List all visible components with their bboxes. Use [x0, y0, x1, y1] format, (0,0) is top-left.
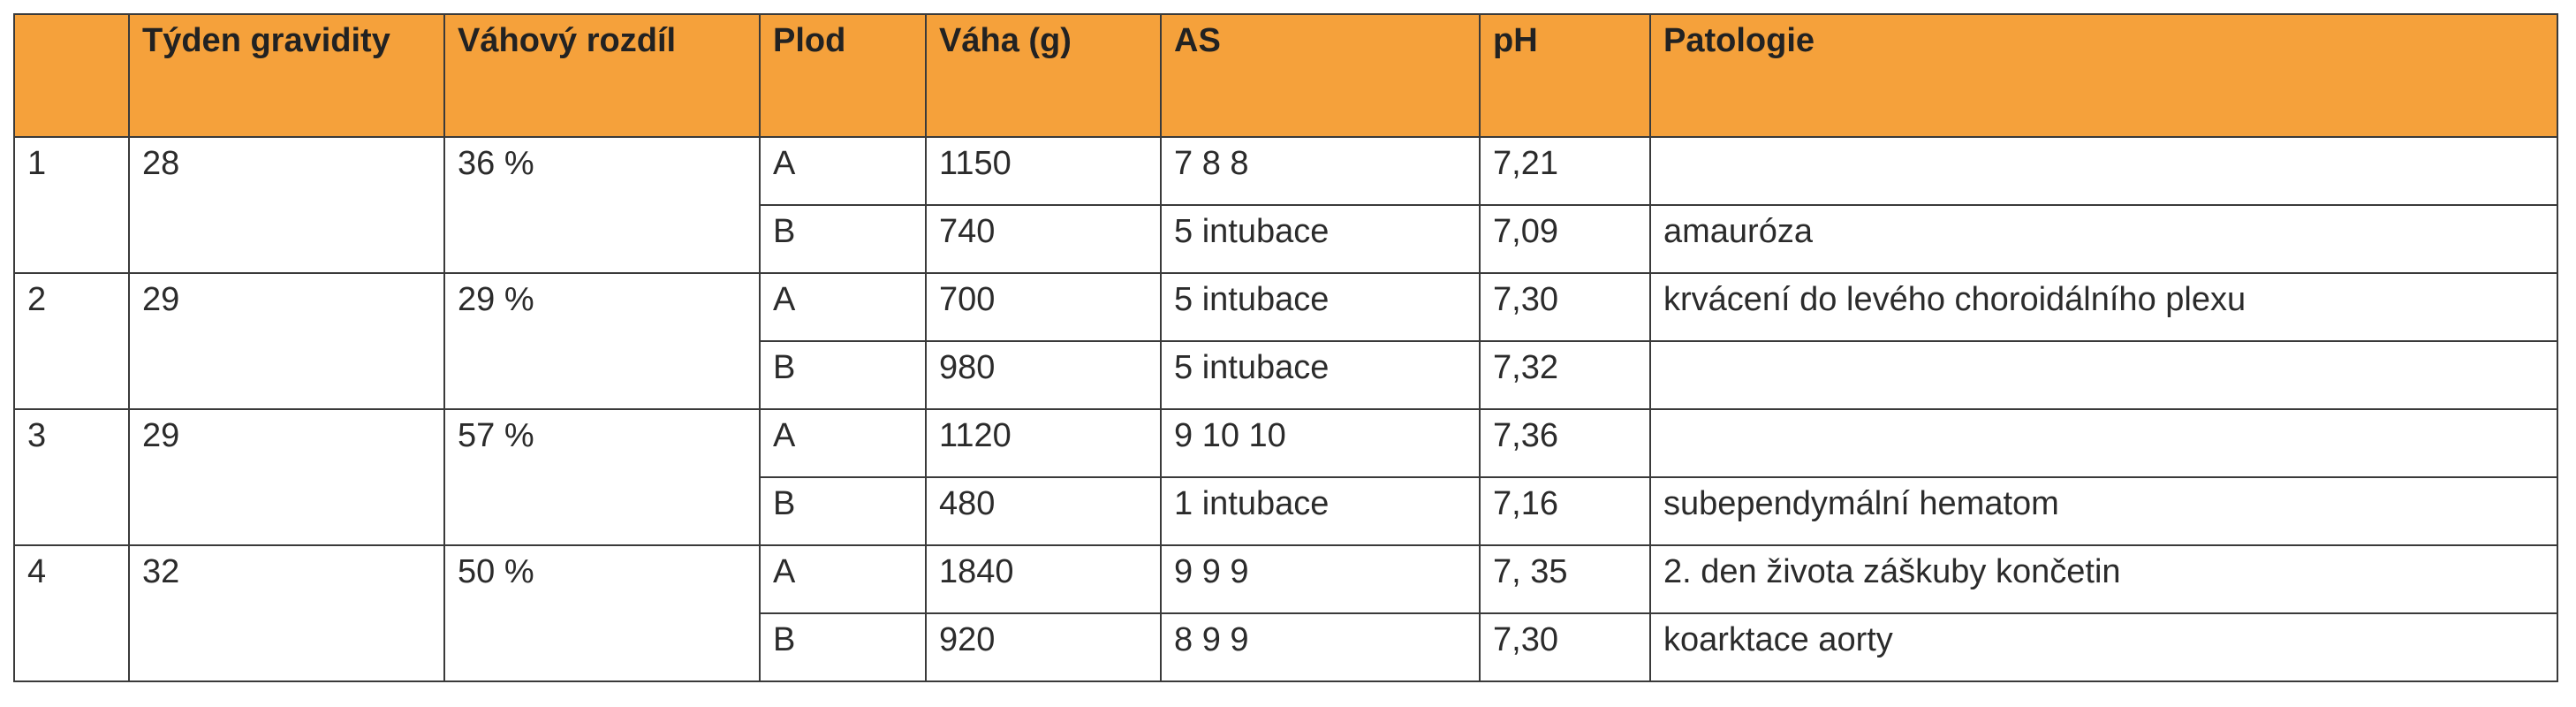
gestation-week: 28 [128, 136, 445, 274]
apgar-score: 5 intubace [1160, 204, 1481, 274]
fetus: B [759, 612, 927, 682]
table-row: B 980 5 intubace 7,32 [14, 340, 2558, 410]
header-cell: Patologie [1649, 13, 2558, 138]
apgar-score: 7 8 8 [1160, 136, 1481, 206]
pathology: 2. den života záškuby končetin [1649, 544, 2558, 614]
fetus: A [759, 544, 927, 614]
apgar-score: 8 9 9 [1160, 612, 1481, 682]
ph: 7,32 [1479, 340, 1651, 410]
apgar-score: 9 10 10 [1160, 408, 1481, 478]
weight: 480 [925, 476, 1162, 546]
apgar-score: 1 intubace [1160, 476, 1481, 546]
fetus: A [759, 408, 927, 478]
weight-difference: 50 % [443, 544, 761, 682]
pathology [1649, 340, 2558, 410]
weight: 740 [925, 204, 1162, 274]
header-cell: Váha (g) [925, 13, 1162, 138]
pathology: koarktace aorty [1649, 612, 2558, 682]
case-number: 4 [13, 544, 130, 682]
weight-difference: 36 % [443, 136, 761, 274]
ph: 7,30 [1479, 612, 1651, 682]
table-row: B 740 5 intubace 7,09 amauróza [14, 204, 2558, 274]
pathology: krvácení do levého choroidálního plexu [1649, 272, 2558, 342]
table-body: 1 28 36 % A 1150 7 8 8 7,21 B 740 5 intubace 7,09 a… [13, 136, 2558, 682]
pathology [1649, 408, 2558, 478]
pathology: subependymální hematom [1649, 476, 2558, 546]
fetus: B [759, 476, 927, 546]
gestation-week: 29 [128, 272, 445, 410]
table-row: 4 32 50 % A 1840 9 9 9 7, 35 2. den života zášk… [13, 544, 2558, 682]
table-row: 2 29 29 % A 700 5 intubace 7,30 krvácení do lev… [13, 272, 2558, 410]
table-row: B 920 8 9 9 7,30 koarktace aorty [14, 612, 2558, 682]
ph: 7,16 [1479, 476, 1651, 546]
fetus: B [759, 204, 927, 274]
apgar-score: 9 9 9 [1160, 544, 1481, 614]
ph: 7,09 [1479, 204, 1651, 274]
weight-difference: 57 % [443, 408, 761, 546]
case-number: 3 [13, 408, 130, 546]
weight-difference: 29 % [443, 272, 761, 410]
ph: 7, 35 [1479, 544, 1651, 614]
pathology: amauróza [1649, 204, 2558, 274]
ph: 7,30 [1479, 272, 1651, 342]
header-row: Týden gravidity Váhový rozdíl Plod Váha (g)… [13, 13, 2558, 138]
header-cell: pH [1479, 13, 1651, 138]
weight: 700 [925, 272, 1162, 342]
ph: 7,36 [1479, 408, 1651, 478]
weight: 1150 [925, 136, 1162, 206]
case-number: 2 [13, 272, 130, 410]
weight: 1840 [925, 544, 1162, 614]
fetus: A [759, 136, 927, 206]
pathology [1649, 136, 2558, 206]
weight: 920 [925, 612, 1162, 682]
header-cell [13, 13, 130, 138]
apgar-score: 5 intubace [1160, 272, 1481, 342]
table-row: 1 28 36 % A 1150 7 8 8 7,21 [13, 136, 2558, 274]
header-cell: AS [1160, 13, 1481, 138]
fetus: A [759, 272, 927, 342]
weight: 1120 [925, 408, 1162, 478]
fetus: B [759, 340, 927, 410]
table-row: B 480 1 intubace 7,16 subependymální hematom [14, 476, 2558, 546]
header-cell: Váhový rozdíl [443, 13, 761, 138]
case-number: 1 [13, 136, 130, 274]
gestation-week: 29 [128, 408, 445, 546]
apgar-score: 5 intubace [1160, 340, 1481, 410]
data-table: Týden gravidity Váhový rozdíl Plod Váha (g)… [13, 13, 2558, 682]
ph: 7,21 [1479, 136, 1651, 206]
gestation-week: 32 [128, 544, 445, 682]
weight: 980 [925, 340, 1162, 410]
header-cell: Plod [759, 13, 927, 138]
header-cell: Týden gravidity [128, 13, 445, 138]
table-row: 3 29 57 % A 1120 9 10 10 7,36 [13, 408, 2558, 546]
